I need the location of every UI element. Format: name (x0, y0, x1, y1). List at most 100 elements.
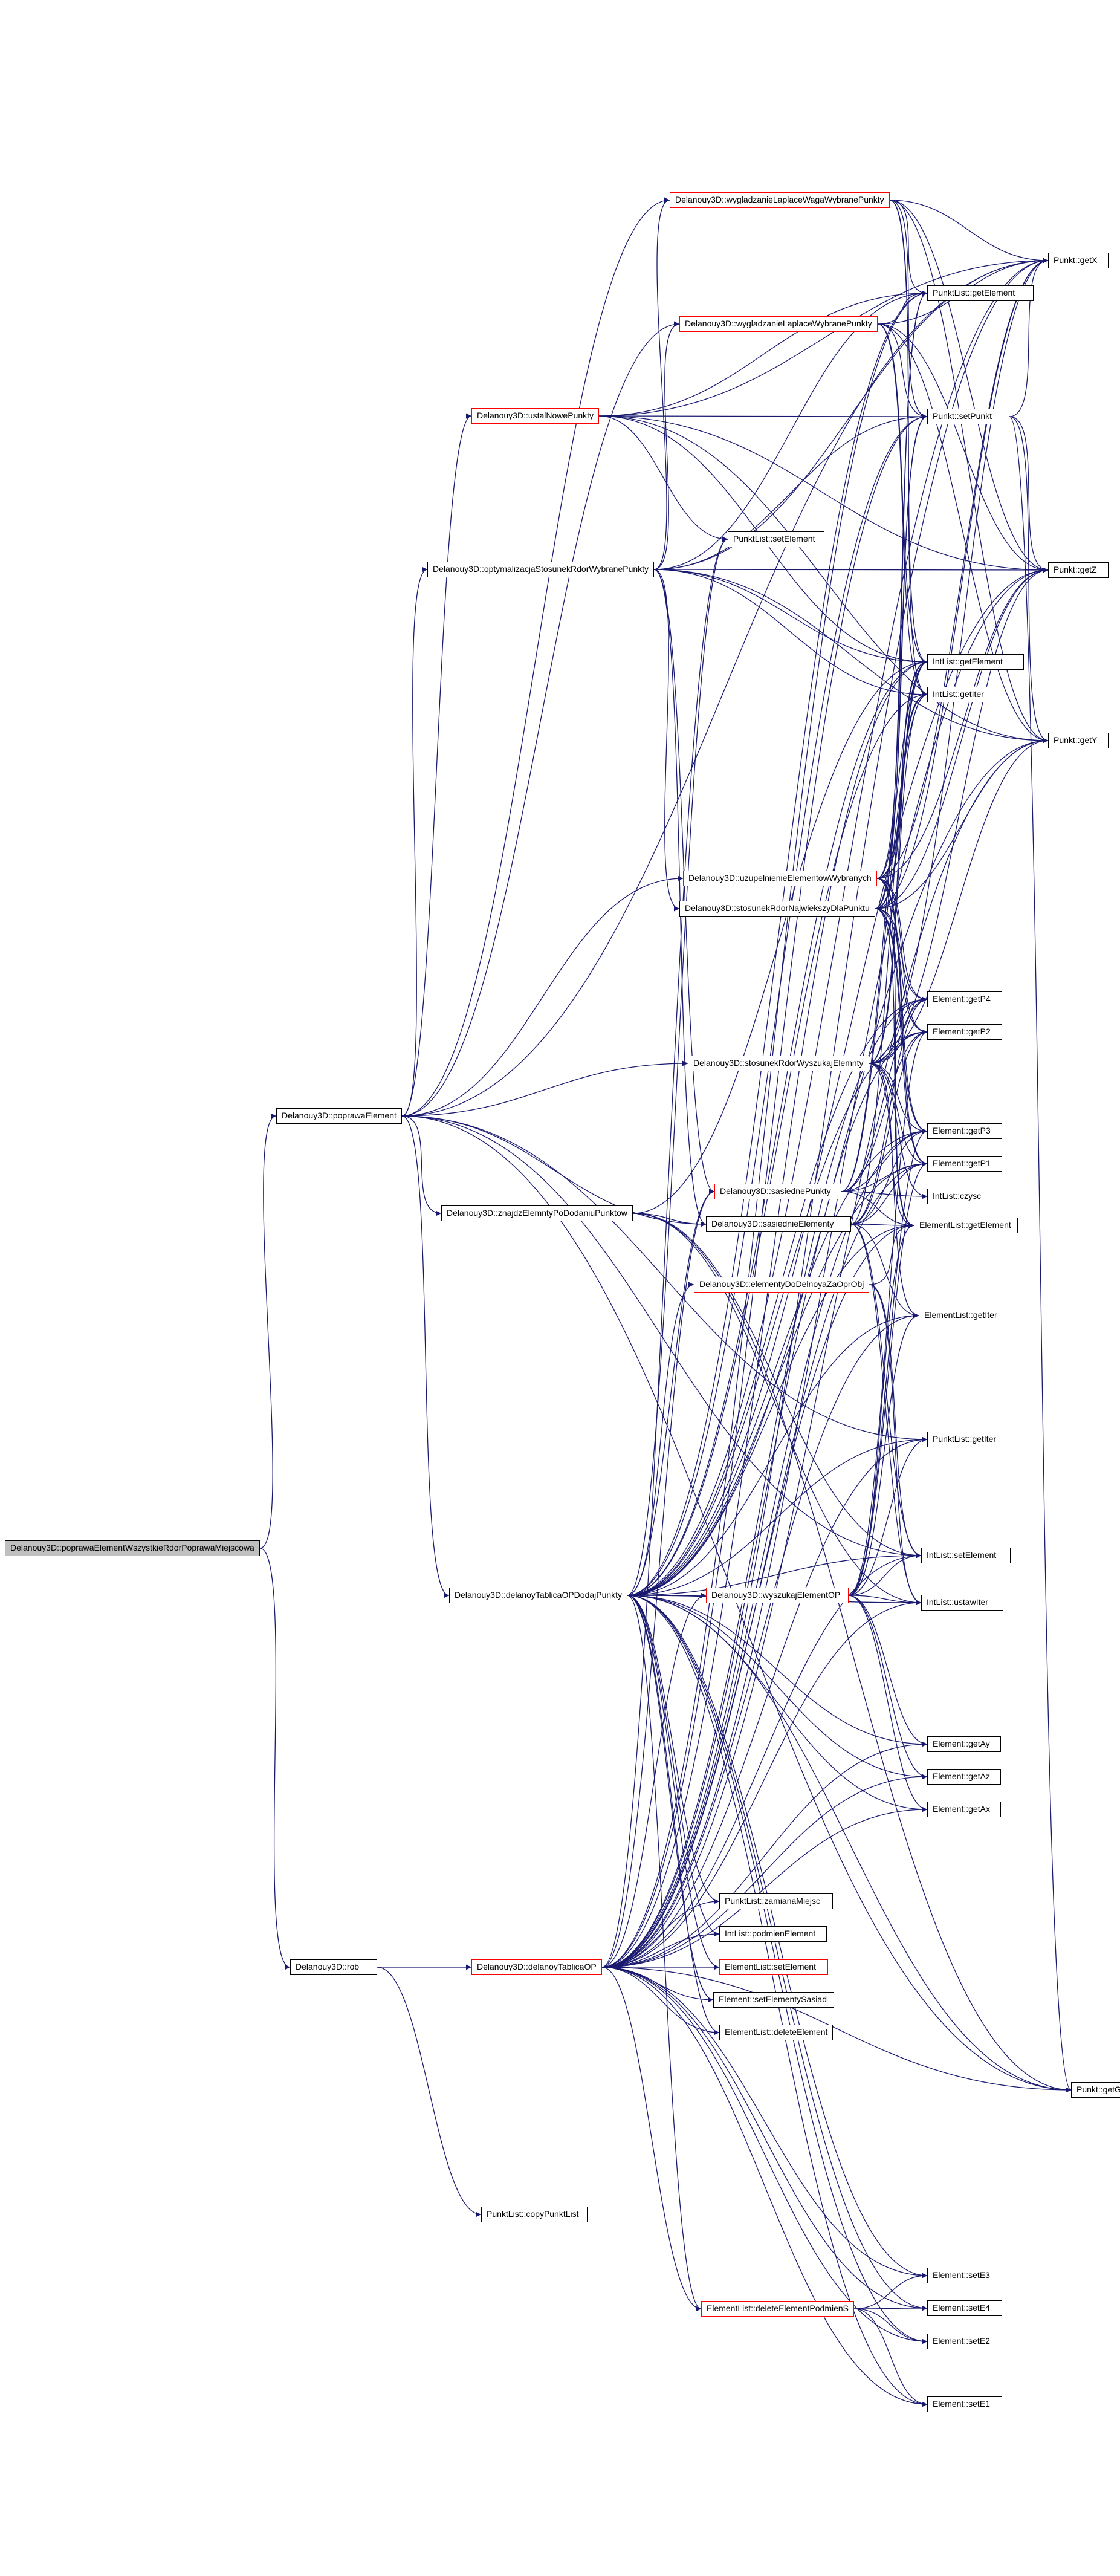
node-sas-punkty[interactable]: Delanouy3D::sasiednePunkty (714, 1184, 841, 1199)
node-del-tab[interactable]: Delanouy3D::delanoyTablicaOP (471, 1959, 602, 1975)
edge-optym-to-getX (653, 258, 1049, 570)
node-el-get-el[interactable]: ElementList::getElement (914, 1218, 1018, 1233)
edge-root-to-rob (259, 1548, 291, 1970)
node-dodaj[interactable]: Delanouy3D::delanoyTablicaOPDodajPunkty (449, 1588, 628, 1603)
node-il-get-el[interactable]: IntList::getElement (927, 654, 1024, 670)
node-set-e1[interactable]: Element::setE1 (927, 2396, 1002, 2412)
edge-setPunkt-to-getGr (1009, 416, 1072, 2093)
node-set-e4[interactable]: Element::setE4 (927, 2300, 1002, 2316)
node-uzup[interactable]: Delanouy3D::uzupelnienieElementowWybrany… (683, 871, 877, 886)
edge-delTab-to-setE1 (601, 1967, 928, 2407)
edge-sasPunkty-to-getP2 (841, 1029, 928, 1192)
node-set-e2[interactable]: Element::setE2 (927, 2334, 1002, 2349)
edge-stosWysz-to-elGetIter (869, 1063, 919, 1319)
node-el-set[interactable]: ElementList::setElement (719, 1959, 828, 1975)
edge-wygWaga-to-setPunkt (889, 200, 928, 420)
edge-ustal-to-getY (598, 415, 1049, 744)
node-copy-p-l[interactable]: PunktList::copyPunktList (481, 2207, 588, 2222)
node-get-az[interactable]: Element::getAz (927, 1769, 1001, 1785)
node-get-p1[interactable]: Element::getP1 (927, 1156, 1002, 1172)
edge-delTab-to-getP3 (601, 1128, 928, 1968)
edge-wygWaga-to-ilGetIter (889, 200, 928, 698)
node-pl-get-el[interactable]: PunktList::getElement (927, 285, 1034, 301)
edge-dodaj-to-elGetEl (627, 1222, 914, 1596)
node-get-p4[interactable]: Element::getP4 (927, 991, 1002, 1007)
edge-delTab-to-delElPod (601, 1967, 702, 2312)
edge-znajdz-to-ilGetEl (632, 659, 928, 1214)
node-root[interactable]: Delanouy3D::poprawaElementWszystkieRdorP… (5, 1540, 260, 1556)
edge-dodaj-to-getAy (627, 1595, 928, 1747)
node-ustal[interactable]: Delanouy3D::ustalNowePunkty (471, 408, 599, 424)
edge-setPunkt-to-getX (1009, 258, 1049, 417)
edge-wyszuk-to-getAx (848, 1595, 928, 1812)
node-sas-elem[interactable]: Delanouy3D::sasiednieElementy (706, 1216, 851, 1232)
edge-sasPunkty-to-ilGetIter (841, 692, 928, 1192)
node-wyg-lap[interactable]: Delanouy3D::wygladzanieLaplaceWybranePun… (679, 316, 878, 332)
node-znajdz[interactable]: Delanouy3D::znajdzElemntyPoDodaniuPunkto… (441, 1205, 633, 1221)
edge-delElPod-to-setE2 (853, 2308, 928, 2344)
node-get-z[interactable]: Punkt::getZ (1048, 562, 1109, 578)
node-get-gr[interactable]: Punkt::getGranica (1071, 2082, 1120, 2098)
node-czysc[interactable]: IntList::czysc (927, 1189, 1002, 1204)
edge-popElem-to-znajdz (401, 1115, 442, 1216)
node-el-get-iter[interactable]: ElementList::getIter (919, 1308, 1009, 1323)
edge-sasElem-to-elGetEl (850, 1222, 914, 1228)
node-del-el[interactable]: ElementList::deleteElement (719, 2025, 834, 2040)
edge-delElPod-to-setE1 (853, 2308, 928, 2407)
edge-ustal-to-plSet (598, 415, 728, 542)
node-pl-get-iter[interactable]: PunktList::getIter (927, 1432, 1002, 1447)
edge-popElem-to-wygWaga (401, 197, 670, 1117)
node-stos-naj[interactable]: Delanouy3D::stosunekRdorNajwiekszyDlaPun… (679, 901, 875, 917)
edge-wygWaga-to-plGetEl (889, 200, 928, 296)
edge-stosWysz-to-getZ (869, 567, 1049, 1064)
node-optym[interactable]: Delanouy3D::optymalizacjaStosunekRdorWyb… (427, 562, 655, 577)
edge-setPunkt-to-getY (1009, 416, 1049, 744)
node-get-p2[interactable]: Element::getP2 (927, 1024, 1002, 1040)
node-get-y[interactable]: Punkt::getY (1048, 733, 1109, 748)
edge-delTab-to-getGr (601, 1967, 1072, 2093)
edge-dodaj-to-plGetIter (627, 1436, 928, 1596)
node-set-sasiad[interactable]: Element::setElementySasiad (713, 1992, 834, 2008)
node-set-punkt[interactable]: Punkt::setPunkt (927, 409, 1009, 424)
edge-wyszuk-to-getP1 (848, 1161, 928, 1596)
node-stos-wysz[interactable]: Delanouy3D::stosunekRdorWyszukajElemnty (688, 1056, 869, 1071)
edge-ustal-to-plGetEl (598, 290, 928, 417)
node-get-ax[interactable]: Element::getAx (927, 1802, 1001, 1817)
edge-optym-to-ilGetEl (653, 569, 928, 665)
edge-znajdz-to-ustawIter (632, 1213, 922, 1606)
edge-delTab-to-ilSet (601, 1552, 922, 1968)
edge-wyszuk-to-getP3 (848, 1128, 928, 1596)
node-pop-elem[interactable]: Delanouy3D::poprawaElement (276, 1108, 402, 1124)
node-ustaw-iter[interactable]: IntList::ustawIter (921, 1595, 1003, 1611)
edge-delTab-to-getP2 (601, 1029, 928, 1968)
edge-popElem-to-ustal (401, 413, 472, 1117)
node-il-set[interactable]: IntList::setElement (921, 1548, 1011, 1563)
edge-stosNaj-to-getP4 (875, 908, 928, 1002)
node-pl-set[interactable]: PunktList::setElement (728, 531, 824, 547)
node-get-x[interactable]: Punkt::getX (1048, 253, 1109, 268)
edge-dodaj-to-plGetEl (627, 290, 928, 1596)
edge-elemDo-to-ilSet (869, 1284, 922, 1559)
node-set-e3[interactable]: Element::setE3 (927, 2268, 1002, 2283)
edge-ustal-to-getZ (598, 415, 1049, 573)
node-wyg-waga[interactable]: Delanouy3D::wygladzanieLaplaceWagaWybran… (670, 192, 890, 208)
node-get-ay[interactable]: Element::getAy (927, 1736, 1001, 1752)
edge-delTab-to-getY (601, 738, 1049, 1968)
node-get-p3[interactable]: Element::getP3 (927, 1123, 1002, 1139)
node-del-el-pod[interactable]: ElementList::deleteElementPodmienS (701, 2301, 855, 2317)
node-elem-do[interactable]: Delanouy3D::elementyDoDelnoyaZaOprObj (694, 1277, 870, 1293)
edge-delTab-to-plGetIter (601, 1436, 928, 1968)
node-podmien[interactable]: IntList::podmienElement (719, 1926, 827, 1942)
edge-popElem-to-plGetIter (401, 1115, 928, 1442)
edge-dodaj-to-plSet (627, 536, 728, 1596)
edge-znajdz-to-ilSet (632, 1213, 922, 1559)
edge-stosNaj-to-plGetEl (875, 290, 928, 909)
node-wyszuk[interactable]: Delanouy3D::wyszukajElementOP (706, 1588, 849, 1603)
node-il-get-iter[interactable]: IntList::getIter (927, 687, 1002, 702)
node-rob[interactable]: Delanouy3D::rob (290, 1959, 377, 1975)
node-zamiana[interactable]: PunktList::zamianaMiejsc (719, 1893, 833, 1909)
edge-optym-to-getY (653, 569, 1049, 744)
edge-dodaj-to-getP2 (627, 1029, 928, 1596)
edge-delElPod-to-setE3 (853, 2273, 928, 2309)
